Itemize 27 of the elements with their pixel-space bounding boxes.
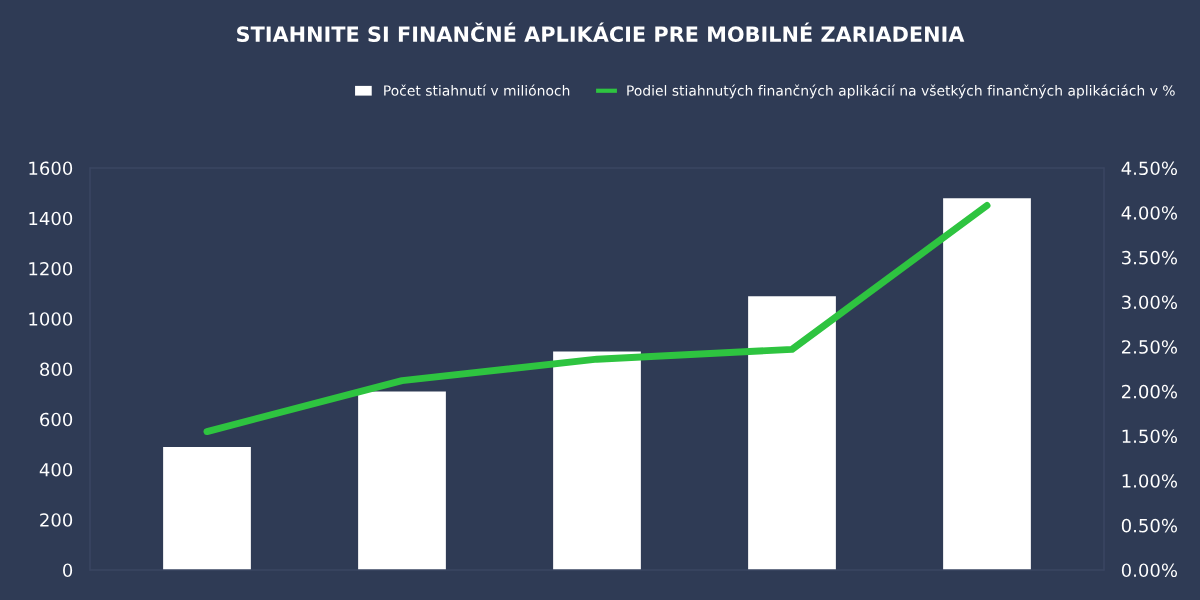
y-tick-label: 1000 [29, 312, 73, 326]
y2-tick-label: 4.50% [1121, 161, 1178, 176]
y2-tick-label: 1.50% [1122, 429, 1178, 444]
bar [553, 351, 641, 570]
y-tick-label: 0 [63, 563, 73, 578]
bar [163, 446, 251, 570]
y-tick-label: 800 [40, 362, 73, 377]
y2-tick-label: 3.00% [1122, 295, 1178, 310]
bar [943, 198, 1031, 570]
bar [748, 296, 836, 570]
legend-label: Podiel stiahnutých finančných aplikácií na všetkých finančných aplikáciách v % [627, 84, 1175, 99]
y2-tick-label: 2.00% [1121, 384, 1178, 399]
legend-label: Počet stiahnutí v miliónoch [384, 84, 570, 96]
chart-title: STIAHNITE SI FINANČNÉ APLIKÁCIE PRE MOBILNÉ ZARIADENIA [237, 22, 965, 43]
y-tick-label: 400 [39, 462, 73, 477]
y2-tick-label: 3.50% [1122, 250, 1178, 265]
y2-tick-label: 2.50% [1121, 340, 1178, 354]
y-tick-label: 200 [40, 513, 73, 527]
y-tick-label: 600 [40, 412, 73, 427]
y-tick-label: 1600 [29, 161, 73, 176]
y2-tick-label: 1.00% [1122, 474, 1178, 488]
bar [358, 391, 446, 570]
y2-tick-label: 0.00% [1121, 563, 1178, 578]
y-tick-label: 1200 [29, 261, 73, 276]
y2-tick-label: 4.00% [1121, 206, 1178, 220]
y-tick-label: 1400 [29, 211, 73, 226]
y2-tick-label: 0.50% [1121, 518, 1178, 533]
